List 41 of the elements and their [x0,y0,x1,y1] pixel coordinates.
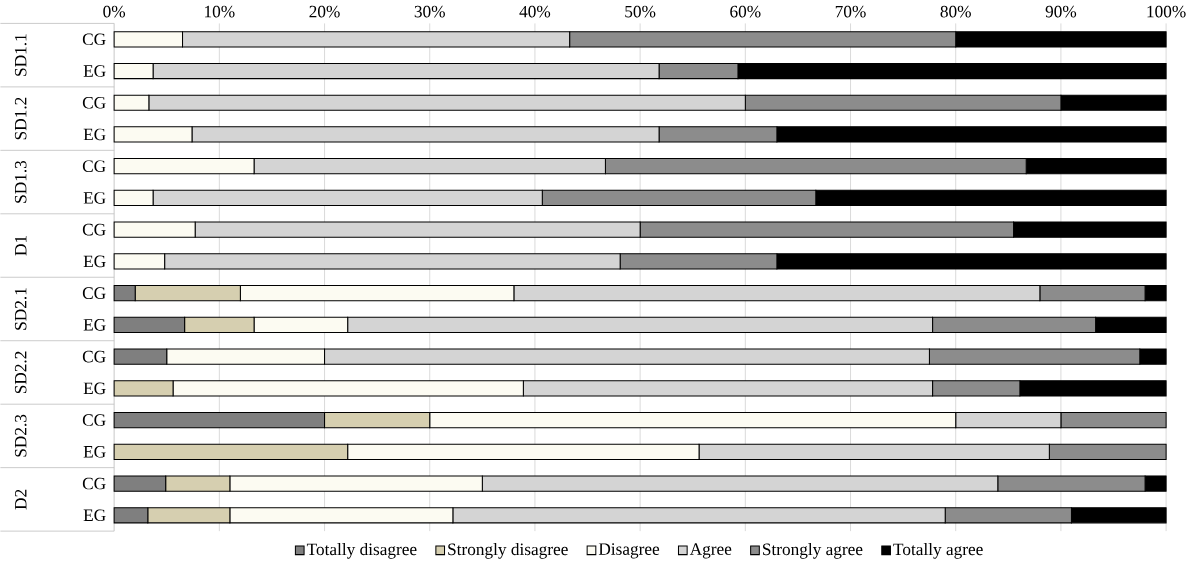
x-tick-label: 80% [940,5,971,18]
y-tick-label: EG [83,319,106,331]
y-tick-label: EG [83,382,106,395]
legend-label: Disagree [598,543,660,559]
y-tick-label: CG [82,160,106,173]
legend-label: Strongly disagree [448,543,568,559]
y-tick-label: CG [82,287,106,300]
text: SD1.2 [14,97,27,140]
y-tick-label: CG [82,414,106,427]
text: SD2.3 [14,414,27,457]
x-tick-label: 0% [103,5,126,18]
y-tick-label: CG [82,33,106,46]
y-tick-label: EG [83,509,106,522]
text: SD1.1 [14,34,27,76]
text: SD1.3 [14,161,27,203]
y-tick-label: CG [82,477,106,490]
text: D2 [14,489,27,510]
legend-label: Agree [689,543,732,559]
y-tick-label: EG [83,255,106,268]
legend-label: Totally agree [893,543,983,559]
x-tick-label: 20% [309,5,340,18]
y-tick-label: CG [82,350,106,363]
y-tick-label: CG [82,97,106,109]
x-tick-label: 50% [625,5,656,18]
y-tick-label: EG [83,446,106,458]
x-tick-label: 70% [835,5,866,18]
y-tick-label: CG [82,224,106,236]
x-tick-label: 10% [205,5,235,18]
legend-label: Strongly agree [763,543,863,559]
y-tick-label: EG [83,128,106,141]
x-tick-label: 40% [519,5,551,18]
text: D1 [15,236,27,256]
legend-label: Totally disagree [306,543,417,559]
x-tick-label: 60% [730,5,761,18]
text: SD2.2 [14,351,27,394]
x-tick-label: 90% [1045,5,1077,18]
x-tick-label: 100% [1147,5,1186,18]
y-tick-label: EG [83,65,106,78]
x-tick-label: 30% [414,5,445,18]
text: SD2.1 [14,288,27,330]
y-tick-label: EG [83,192,106,204]
